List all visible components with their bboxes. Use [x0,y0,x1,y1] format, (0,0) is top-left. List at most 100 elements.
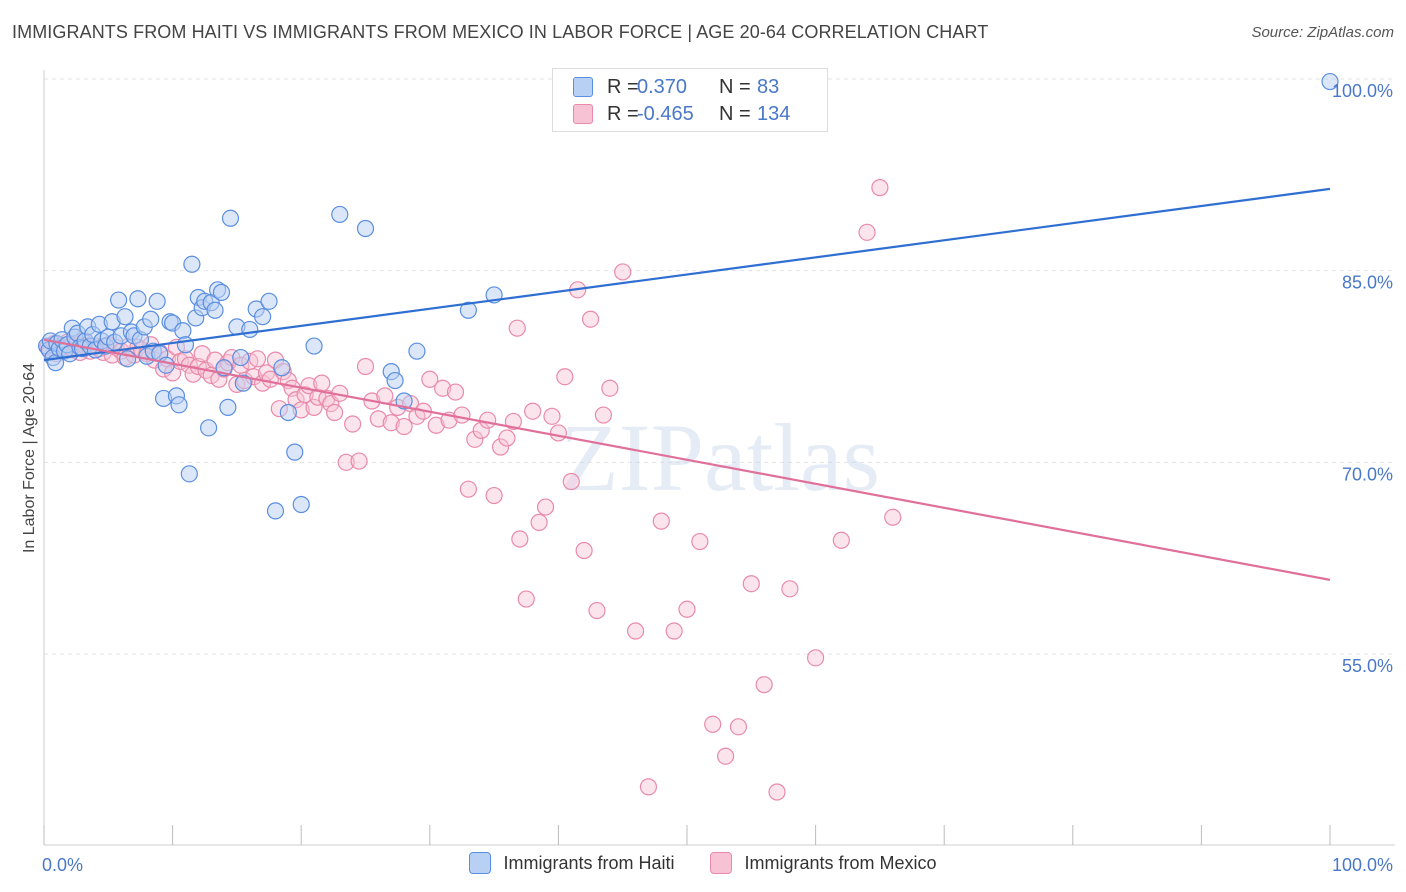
mexico-point [614,263,632,281]
mexico-point [665,622,683,640]
mexico-point [479,411,497,429]
mexico-point [691,532,709,551]
n-value-mexico: 134 [757,102,791,125]
haiti-point [254,308,272,326]
mexico-point [453,406,471,424]
haiti-point [219,398,237,416]
haiti-point [157,356,175,374]
mexico-point [485,486,503,505]
trend-lines [43,187,1331,581]
haiti-point [356,219,375,238]
haiti-point [408,342,426,360]
mexico-point [369,410,387,428]
haiti-swatch [573,77,593,97]
mexico-point [427,416,445,434]
y-tick-labels: 100.0% 85.0% 70.0% 55.0% [1332,81,1393,676]
mexico-point [305,398,323,416]
haiti-point [180,465,198,483]
haiti-point [200,419,218,437]
mexico-point [337,453,355,471]
mexico-point [755,676,773,694]
mexico-point [768,783,786,801]
mexico-point [524,402,542,420]
legend-item-haiti[interactable]: Immigrants from Haiti [469,852,674,874]
mexico-point [508,319,526,337]
mexico-point [287,391,305,409]
mexico-point [601,379,619,397]
haiti-point [292,495,310,514]
legend-row-mexico: R = -0.465 N = 134 [573,102,790,126]
haiti-point [212,283,231,301]
r-value-haiti: 0.370 [637,75,688,98]
haiti-point [459,301,477,319]
mexico-point [884,508,902,526]
haiti-trend-line [43,187,1331,362]
y-axis-label: In Labor Force | Age 20-64 [21,363,38,553]
legend-label-haiti: Immigrants from Haiti [503,852,675,873]
mexico-point [581,310,600,328]
mexico-point [491,438,510,456]
n-label: N = [719,75,751,98]
mexico-point [434,379,452,397]
haiti-point [206,301,224,319]
mexico-point [248,350,267,368]
haiti-point [116,308,134,326]
mexico-point [704,715,722,733]
mexico-point [395,417,413,436]
haiti-point [331,205,349,224]
mexico-point [421,370,439,388]
haiti-point [234,374,252,392]
haiti-point [386,371,404,390]
mexico-point [498,429,516,447]
haiti-point [279,403,297,422]
mexico-point [781,580,799,598]
legend-label-mexico: Immigrants from Mexico [744,852,937,873]
mexico-point [562,472,580,491]
mexico-point [326,403,344,422]
mexico-point [742,575,760,593]
haiti-point [305,337,323,355]
r-label: R = [607,75,639,98]
y-tick-label: 100.0% [1332,81,1393,101]
legend-row-haiti: R = 0.370 N = 83 [573,75,779,99]
mexico-point [729,718,748,736]
legend-item-mexico[interactable]: Immigrants from Mexico [710,852,937,874]
n-label: N = [719,102,751,125]
haiti-point [129,290,147,308]
mexico-point [517,590,535,608]
haiti-point [148,292,166,310]
haiti-point [142,310,160,328]
mexico-point [356,357,375,376]
axes [43,70,1395,846]
mexico-point [594,406,613,424]
mexico-trend-line [43,338,1331,581]
haiti-legend-swatch [469,852,492,874]
haiti-point [286,443,304,461]
haiti-point [232,348,250,367]
mexico-point [575,541,593,560]
y-tick-label: 70.0% [1342,464,1393,484]
mexico-point [871,179,889,197]
haiti-point [395,392,413,410]
chart-title: IMMIGRANTS FROM HAITI VS IMMIGRANTS FROM… [12,22,989,42]
mexico-point [806,649,825,667]
mexico-point [382,414,400,432]
haiti-point [176,336,195,354]
mexico-point [543,407,561,425]
mexico-point [626,622,645,640]
mexico-point [832,531,850,549]
haiti-point [174,322,192,340]
mexico-point [313,374,331,392]
y-tick-label: 85.0% [1342,273,1393,293]
mexico-point [678,600,696,618]
mexico-point [549,424,568,442]
haiti-point [183,255,201,273]
r-value-mexico: -0.465 [637,102,694,125]
mexico-swatch [573,104,593,124]
haiti-point [260,292,278,310]
mexico-legend-swatch [710,852,733,874]
mexico-point [652,512,670,530]
watermark: ZIPatlas [560,404,880,511]
correlation-legend: R = 0.370 N = 83 R = -0.465 N = 134 [552,68,828,132]
